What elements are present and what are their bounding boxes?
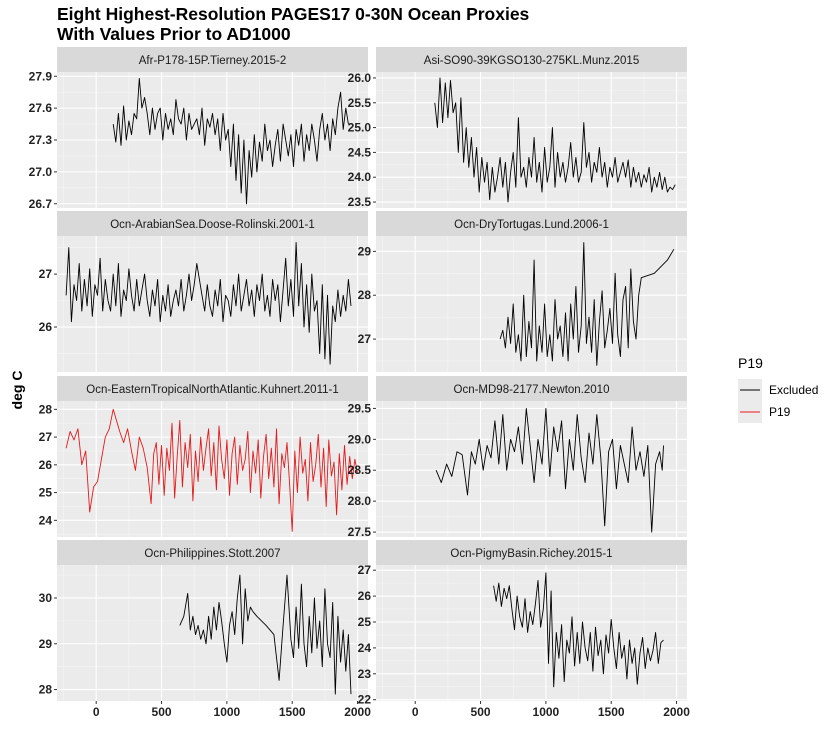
facet-strip [376, 211, 687, 236]
y-tick-label: 26.7 [29, 197, 53, 211]
series-line-excluded [493, 572, 664, 688]
series-line-excluded [112, 77, 349, 205]
y-tick-label: 27.5 [348, 525, 372, 539]
facet-panel-1: Afr-P178-15P.Tierney.2015-2 26.7 27.0 27.3 2… [29, 47, 368, 211]
series-line-excluded [179, 574, 352, 695]
y-tick-label: 24.5 [348, 145, 372, 159]
x-tick-label: 0 [93, 705, 100, 719]
legend-title: P19 [738, 355, 763, 371]
y-tick-label: 27.9 [29, 69, 53, 83]
series-line-p19 [65, 408, 358, 532]
y-tick-label: 25.5 [348, 96, 372, 110]
plot-panel-background [376, 236, 687, 372]
facet-panel-5: Ocn-EasternTropicalNorthAtlantic.Kuhnert… [39, 376, 368, 537]
facet-panel-7: Ocn-Philippines.Stott.2007 28 29 30 0 500 1000… [39, 540, 371, 719]
plot-panel-background [57, 565, 368, 701]
y-tick-label: 28 [39, 683, 53, 697]
facet-strip-label: Ocn-Philippines.Stott.2007 [144, 548, 280, 560]
facet-strip [57, 47, 368, 72]
y-tick-label: 27.3 [29, 133, 53, 147]
y-tick-label: 23.5 [348, 195, 372, 209]
chart-title-line2: With Values Prior to AD1000 [57, 24, 291, 44]
facet-panel-8: Ocn-PigmyBasin.Richey.2015-1 22 23 24 25 26 27… [358, 540, 690, 719]
y-tick-label: 30 [39, 591, 53, 605]
facet-panel-2: Asi-SO90-39KGSO130-275KL.Munz.2015 23.5 24… [348, 47, 687, 209]
y-tick-label: 25.0 [348, 121, 372, 135]
y-tick-label: 25 [358, 615, 372, 629]
y-tick-label: 27 [358, 563, 372, 577]
legend-label-excluded: Excluded [769, 383, 818, 397]
facet-panel-3: Ocn-ArabianSea.Doose-Rolinski.2001-1 26 27 [39, 211, 368, 372]
x-tick-label: 500 [471, 705, 491, 719]
plot-panel-background [376, 565, 687, 701]
x-tick-label: 2000 [344, 705, 371, 719]
facet-strip-label: Ocn-DryTortugas.Lund.2006-1 [454, 219, 609, 231]
y-tick-label: 28 [39, 402, 53, 416]
facet-panels: Afr-P178-15P.Tierney.2015-2 26.7 27.0 27.3 2… [29, 47, 690, 719]
x-tick-label: 1500 [279, 705, 306, 719]
y-tick-label: 27.0 [29, 165, 53, 179]
x-tick-label: 1000 [214, 705, 241, 719]
series-line-excluded [499, 242, 675, 366]
series-line-excluded [435, 407, 664, 533]
series-line-excluded [434, 77, 676, 203]
facet-panel-4: Ocn-DryTortugas.Lund.2006-1 27 28 29 [358, 211, 687, 372]
y-axis-label: deg C [9, 371, 25, 410]
facet-strip [57, 540, 368, 565]
x-tick-label: 0 [412, 705, 419, 719]
x-tick-label: 500 [152, 705, 172, 719]
y-tick-label: 29 [358, 244, 372, 258]
facet-strip [376, 376, 687, 401]
y-tick-label: 26 [39, 458, 53, 472]
facet-strip [57, 376, 368, 401]
y-tick-label: 28 [358, 288, 372, 302]
facet-strip-label: Asi-SO90-39KGSO130-275KL.Munz.2015 [424, 55, 639, 67]
y-tick-label: 28.5 [348, 463, 372, 477]
facet-strip [57, 211, 368, 236]
y-tick-label: 26 [39, 320, 53, 334]
x-tick-label: 1000 [533, 705, 560, 719]
facet-strip-label: Ocn-EasternTropicalNorthAtlantic.Kuhnert… [86, 384, 338, 396]
y-tick-label: 25 [39, 486, 53, 500]
y-tick-label: 27.6 [29, 101, 53, 115]
series-line-excluded [65, 241, 352, 365]
facet-panel-6: Ocn-MD98-2177.Newton.2010 27.5 28.0 28.5 29.… [348, 376, 687, 539]
facet-strip-label: Afr-P178-15P.Tierney.2015-2 [139, 55, 286, 67]
facet-strip-label: Ocn-MD98-2177.Newton.2010 [454, 384, 610, 396]
y-tick-label: 23 [358, 667, 372, 681]
facet-strip-label: Ocn-PigmyBasin.Richey.2015-1 [450, 548, 612, 560]
legend: P19 Excluded P19 [738, 355, 818, 423]
x-tick-label: 1500 [598, 705, 625, 719]
y-tick-label: 27 [358, 332, 372, 346]
y-tick-label: 28.0 [348, 494, 372, 508]
facet-strip-label: Ocn-ArabianSea.Doose-Rolinski.2001-1 [110, 219, 315, 231]
legend-label-p19: P19 [769, 405, 791, 419]
y-tick-label: 27 [39, 267, 53, 281]
chart-title-line1: Eight Highest-Resolution PAGES17 0-30N O… [57, 4, 530, 24]
facet-strip [376, 47, 687, 72]
facet-strip [376, 540, 687, 565]
y-tick-label: 24 [358, 641, 372, 655]
y-tick-label: 29.0 [348, 432, 372, 446]
y-tick-label: 26 [358, 589, 372, 603]
y-tick-label: 24.0 [348, 170, 372, 184]
plot-panel-background [57, 401, 368, 537]
y-tick-label: 29.5 [348, 401, 372, 415]
y-tick-label: 22 [358, 693, 372, 707]
x-tick-label: 2000 [663, 705, 690, 719]
y-tick-label: 26.0 [348, 71, 372, 85]
y-tick-label: 24 [39, 513, 53, 527]
y-tick-label: 29 [39, 637, 53, 651]
y-tick-label: 27 [39, 430, 53, 444]
